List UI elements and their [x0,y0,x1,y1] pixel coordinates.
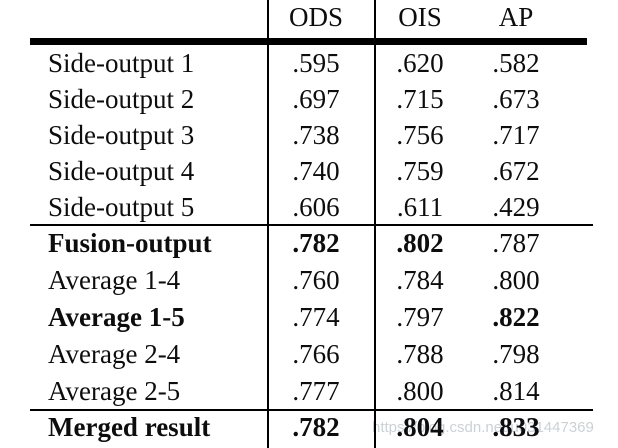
header-rule [30,38,587,45]
ods-value: .738 [292,119,340,150]
ods-value: .766 [292,339,340,369]
row-label: Average 2-5 [48,376,181,406]
ap-value: .833 [492,412,540,442]
ap-value: .672 [492,155,540,186]
ap-value: .814 [492,376,540,406]
ap-value: .582 [492,47,540,78]
ois-value: .620 [396,47,444,78]
ods-value: .777 [292,376,340,406]
row-label: Average 2-4 [48,339,181,369]
table-row: Side-output 2 .697 .715 .673 [0,81,618,117]
table-row: Side-output 1 .595 .620 .582 [0,45,618,81]
row-label: Side-output 5 [48,191,195,222]
ods-value: .697 [292,83,340,114]
ods-value: .782 [292,228,340,258]
row-label: Side-output 3 [48,119,195,150]
ois-value: .804 [396,412,444,442]
ods-value: .760 [292,265,340,295]
row-label: Fusion-output [48,228,212,258]
table-row: Side-output 4 .740 .759 .672 [0,153,618,189]
ois-value: .715 [396,83,444,114]
header-empty-cell [0,0,268,4]
row-label: Side-output 2 [48,83,195,114]
ods-value: .595 [292,47,340,78]
ap-value: .429 [492,191,540,222]
ap-value: .822 [492,302,540,332]
section-divider-2 [30,409,593,411]
csdn-watermark: https://blog.csdn.net/u031447369 [372,419,594,436]
ap-value: .787 [492,228,540,258]
table-row: Average 1-4 .760 .784 .800 [0,262,618,299]
row-label: Side-output 1 [48,47,195,78]
table-row: Merged result .782 .804 .833 [0,410,618,448]
ods-value: .740 [292,155,340,186]
column-header-ois: OIS [398,2,442,32]
row-label: Average 1-4 [48,265,181,295]
table-row: Side-output 5 .606 .611 .429 [0,189,618,225]
ois-value: .802 [396,228,444,258]
ois-value: .800 [396,376,444,406]
ois-value: .788 [396,339,444,369]
ap-value: .800 [492,265,540,295]
ap-value: .673 [492,83,540,114]
ois-value: .756 [396,119,444,150]
ois-value: .759 [396,155,444,186]
ois-value: .784 [396,265,444,295]
ois-value: .797 [396,302,444,332]
column-header-ods: ODS [288,2,343,32]
ods-value: .606 [292,191,340,222]
ois-value: .611 [396,191,444,222]
table-row: Average 2-4 .766 .788 .798 [0,336,618,373]
table-row: Average 1-5 .774 .797 .822 [0,299,618,336]
ap-value: .798 [492,339,540,369]
section-divider-1 [30,224,593,226]
row-label: Average 1-5 [48,302,185,332]
row-label: Merged result [48,412,211,442]
ods-value: .782 [292,412,340,442]
table-row: Fusion-output .782 .802 .787 [0,225,618,262]
row-label: Side-output 4 [48,155,195,186]
column-header-ap: AP [498,2,534,32]
table-row: Average 2-5 .777 .800 .814 [0,373,618,410]
table-header-row: ODS OIS AP [0,0,618,45]
ap-value: .717 [492,119,540,150]
ods-value: .774 [292,302,340,332]
table-row: Side-output 3 .738 .756 .717 [0,117,618,153]
